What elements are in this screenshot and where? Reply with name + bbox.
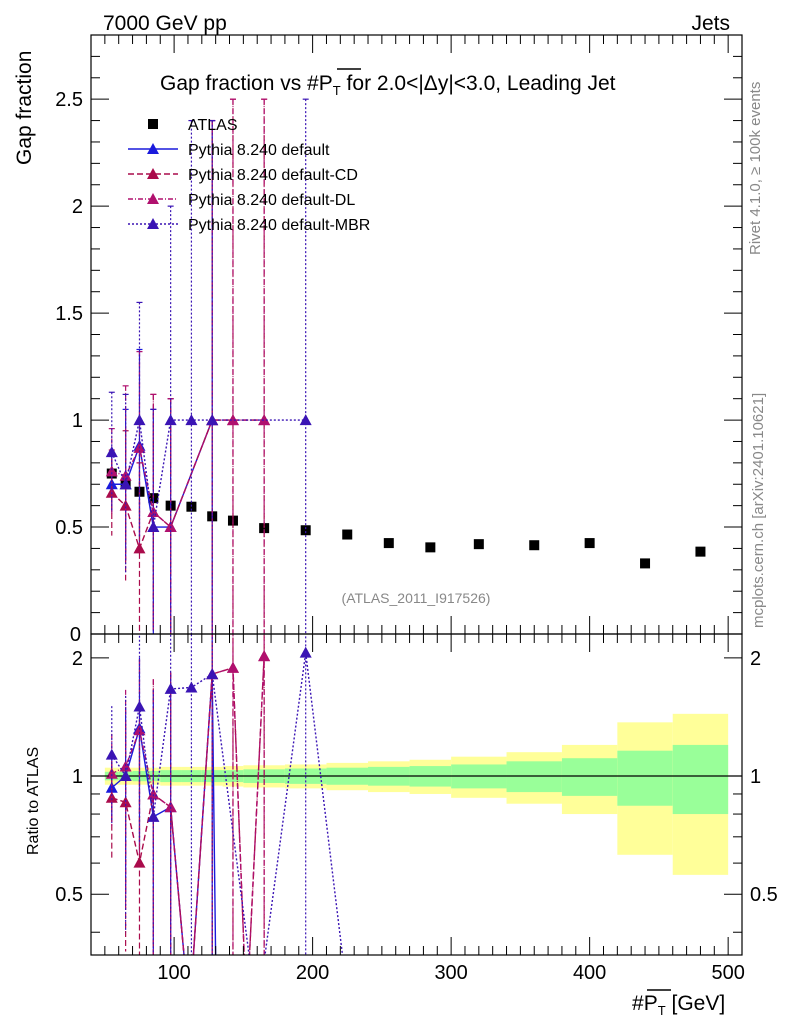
ratio-y-tick-label-right: 2 <box>750 648 761 670</box>
ratio-band-inner <box>672 744 729 815</box>
analysis-watermark: (ATLAS_2011_I917526) <box>342 590 491 606</box>
series-3-ratio-point <box>147 788 160 800</box>
series-3-line <box>111 419 265 529</box>
series-4-point <box>299 414 312 426</box>
atlas-point <box>584 538 595 549</box>
series-3-point <box>105 465 118 477</box>
main-y-tick-label-zero: 0 <box>70 624 81 646</box>
ratio-band-inner <box>617 750 673 806</box>
series-3-ratio-point <box>226 661 239 673</box>
series-3-point <box>147 506 160 518</box>
legend-series-label: Pythia 8.240 default <box>188 142 330 159</box>
series-2-line <box>111 419 265 551</box>
main-y-tick-label: 0.5 <box>55 517 83 539</box>
main-y-tick-label: 1.5 <box>55 303 83 325</box>
legend-series-label: Pythia 8.240 default-DL <box>188 192 355 209</box>
ratio-y-tick-label-right: 1 <box>750 766 761 788</box>
main-y-tick-label: 1 <box>72 410 83 432</box>
header-left: 7000 GeV pp <box>103 12 227 35</box>
ratio-y-tick-label-right: 0.5 <box>750 884 778 906</box>
series-4-ratio-point <box>105 748 118 760</box>
legend-atlas-marker <box>148 119 158 129</box>
series-4-ratio-point <box>147 810 160 822</box>
series-3-ratio-point <box>119 760 132 772</box>
series-2-point <box>133 542 146 554</box>
atlas-point <box>529 540 540 551</box>
series-4-point <box>164 414 177 426</box>
ratio-band-inner <box>561 758 618 796</box>
atlas-point <box>425 542 436 553</box>
main-y-tick-label: 2 <box>72 196 83 218</box>
series-2-ratio-point <box>133 856 146 868</box>
series-3-ratio-line <box>111 656 265 955</box>
series-4-point <box>206 414 219 426</box>
series-4-point <box>147 521 160 533</box>
series-4-line <box>111 419 306 528</box>
main-y-axis-label: Gap fraction <box>13 51 36 165</box>
series-2-point <box>119 499 132 511</box>
atlas-point <box>186 501 197 512</box>
chart-title: Gap fraction vs #PT for 2.0<|Δy|<3.0, Le… <box>160 72 616 98</box>
legend-series-marker <box>147 193 159 204</box>
ratio-y-tick-label: 2 <box>72 648 83 670</box>
legend-series-marker <box>147 143 159 154</box>
ratio-frame <box>90 633 743 956</box>
series-4-point <box>133 414 146 426</box>
atlas-point <box>300 525 311 536</box>
series-4-ratio-line <box>111 652 344 955</box>
series-4-ratio-point <box>299 646 312 658</box>
ratio-y-tick-label: 1 <box>72 766 83 788</box>
x-tick-label: 200 <box>296 962 329 984</box>
series-4-ratio-point <box>206 668 219 680</box>
atlas-point <box>342 529 353 540</box>
main-y-tick-label: 2.5 <box>55 89 83 111</box>
x-tick-label: 400 <box>573 962 606 984</box>
main-plot-area <box>105 98 706 634</box>
header-right: Jets <box>691 12 730 35</box>
legend-series-label: Pythia 8.240 default-MBR <box>188 217 370 234</box>
legend-atlas-label: ATLAS <box>188 117 238 134</box>
x-axis-label: #PT [GeV] <box>632 992 725 1018</box>
series-3-point <box>226 414 239 426</box>
series-3-point <box>258 414 271 426</box>
series-4-point <box>119 478 132 490</box>
legend-series-marker <box>147 218 159 229</box>
x-tick-label: 100 <box>157 962 190 984</box>
atlas-point <box>473 539 484 550</box>
ratio-plot-area <box>91 634 742 955</box>
ratio-band-inner <box>506 761 562 793</box>
series-1-point <box>105 478 118 490</box>
x-tick-label: 300 <box>434 962 467 984</box>
series-4-ratio-point <box>185 681 198 693</box>
ratio-y-axis-label: Ratio to ATLAS <box>25 747 42 855</box>
series-3-ratio-point <box>164 801 177 813</box>
series-4-point <box>185 414 198 426</box>
series-4-point <box>105 446 118 458</box>
rivet-version-label: Rivet 4.1.0, ≥ 100k events <box>747 82 764 255</box>
legend-series-label: Pythia 8.240 default-CD <box>188 167 358 184</box>
atlas-point <box>695 546 706 557</box>
atlas-point <box>383 538 394 549</box>
mcplots-label: mcplots.cern.ch [arXiv:2401.10621] <box>750 393 767 628</box>
series-4-ratio-point <box>133 700 146 712</box>
legend-series-marker <box>147 168 159 179</box>
series-4-ratio-point <box>164 682 177 694</box>
ratio-y-tick-label: 0.5 <box>55 884 83 906</box>
atlas-point <box>640 558 651 569</box>
series-4-ratio-point <box>119 770 132 782</box>
x-tick-label: 500 <box>711 962 744 984</box>
series-3-ratio-point <box>258 650 271 662</box>
